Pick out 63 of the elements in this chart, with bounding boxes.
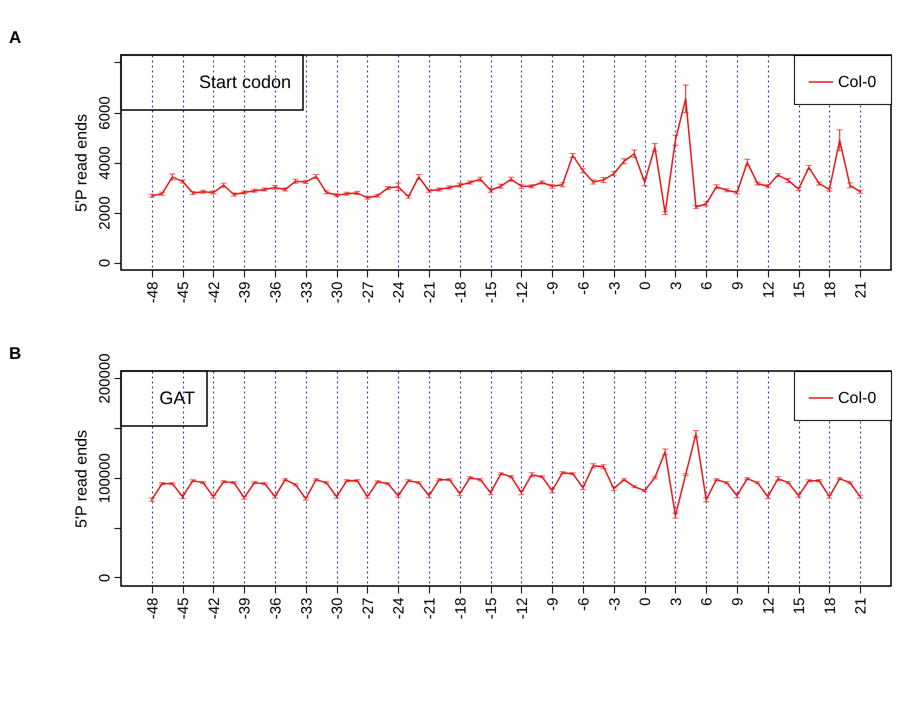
y-axis-title: 5'P read ends [74,430,90,528]
x-tick-label: -36 [268,282,284,304]
x-tick-label: 0 [637,282,654,290]
x-tick-label: -9 [544,598,562,611]
x-tick-label: -24 [390,598,408,620]
x-tick-label: -15 [483,598,500,620]
x-tick-label: 18 [822,282,839,298]
x-tick-label: -33 [298,282,316,304]
x-tick-label: -12 [514,282,531,304]
x-tick-label: -24 [390,282,408,304]
x-tick-label: -42 [206,598,223,620]
x-tick-label: -45 [175,282,192,304]
x-tick-label: 9 [730,598,746,606]
legend-label: Col-0 [838,74,876,91]
x-tick-label: 6 [698,598,716,606]
y-tick-label: 6000 [96,96,114,130]
x-tick-label: -12 [514,598,531,620]
x-tick-label: 6 [698,282,716,290]
x-tick-label: -48 [144,282,162,304]
x-tick-label: -33 [298,598,316,620]
x-tick-label: -9 [544,282,562,295]
x-tick-label: -39 [236,598,254,620]
y-tick-label: 0 [96,258,114,268]
x-tick-label: -27 [360,598,377,620]
x-tick-label: -18 [452,282,470,304]
x-tick-label: 0 [637,598,654,606]
x-tick-label: 21 [852,282,870,298]
text: B [9,344,22,363]
legend-label: Col-0 [838,390,876,407]
x-tick-label: -18 [452,598,470,620]
x-tick-label: -30 [329,598,346,620]
x-tick-label: 21 [852,598,870,614]
x-tick-label: -36 [268,598,284,620]
x-tick-label: -39 [236,282,254,304]
y-tick-label: 200000 [96,353,114,404]
annotation: GAT [159,388,195,408]
x-tick-label: 3 [668,598,685,606]
x-tick-label: 18 [822,598,839,614]
x-tick-label: -45 [175,598,192,620]
x-tick-label: 9 [730,282,746,290]
y-tick-label: 100000 [96,453,114,504]
y-tick-label: 4000 [96,146,114,180]
x-tick-label: -6 [576,282,592,295]
x-tick-label: 12 [760,282,778,298]
text: A [9,28,22,47]
x-tick-label: -21 [422,598,438,620]
x-tick-label: -21 [422,282,438,304]
x-tick-label: -3 [606,282,624,295]
y-tick-label: 2000 [96,196,114,230]
x-tick-label: -48 [144,598,162,620]
x-tick-label: -27 [360,282,377,304]
x-tick-label: -42 [206,282,223,304]
x-tick-label: 12 [760,598,778,614]
x-tick-label: 15 [791,282,808,298]
x-tick-label: -15 [483,282,500,304]
x-tick-label: -6 [576,598,592,611]
y-tick-label: 0 [96,574,114,582]
x-tick-label: 15 [791,598,808,614]
x-tick-label: 3 [668,282,685,290]
y-axis-title: 5'P read ends [74,114,90,212]
annotation: Start codon [198,72,291,92]
x-tick-label: -30 [329,282,346,304]
x-tick-label: -3 [606,598,624,611]
